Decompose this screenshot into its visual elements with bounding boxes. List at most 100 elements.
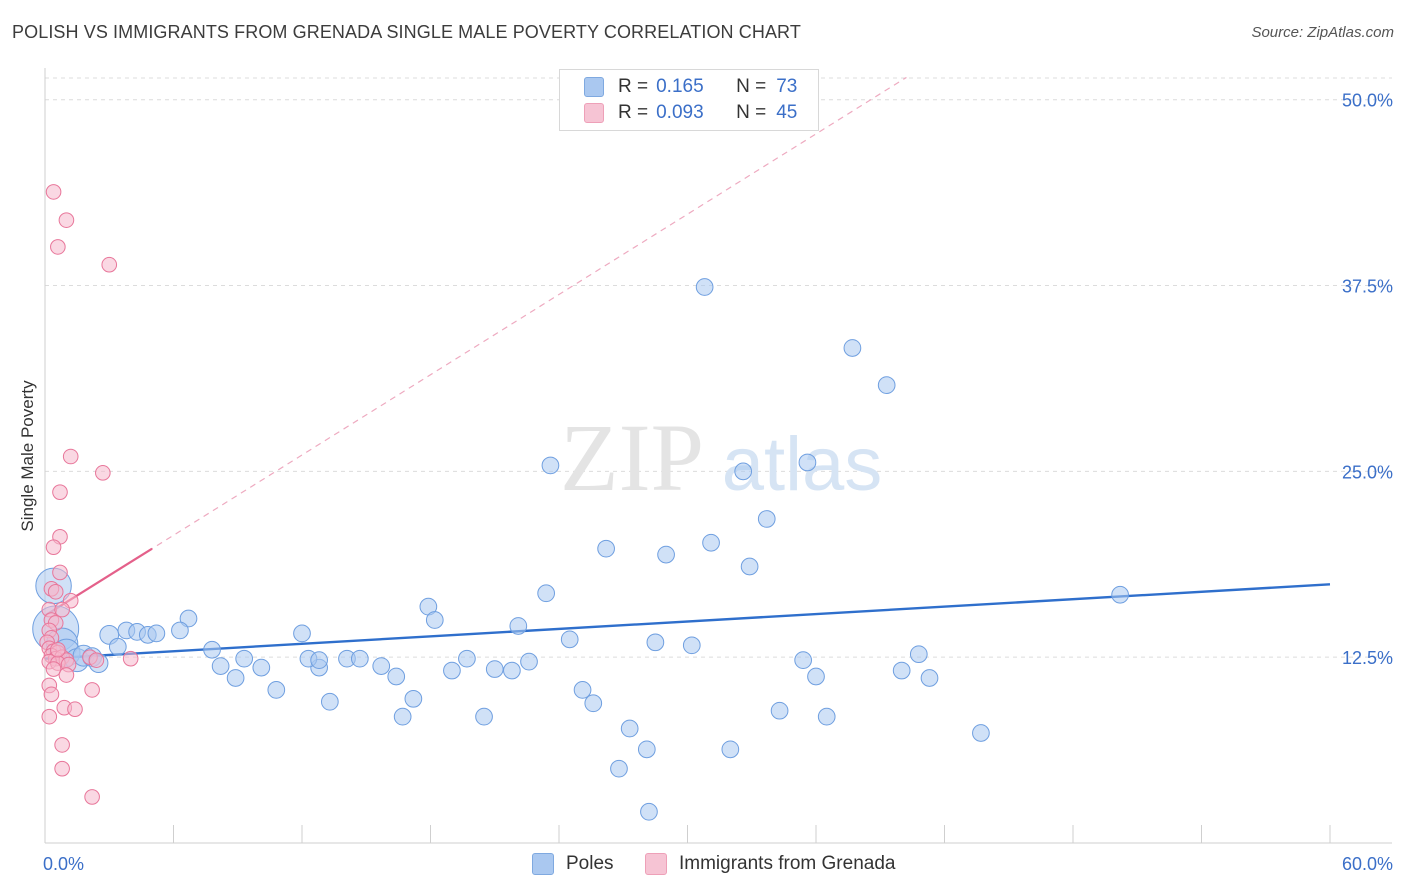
poles-point	[740, 557, 759, 576]
poles-point	[560, 630, 579, 649]
n-label: N =	[736, 102, 767, 123]
r-label: R =	[618, 76, 649, 97]
poles-point	[235, 649, 254, 668]
correlation-legend: R = 0.165 N = 73 R = 0.093 N = 45	[559, 69, 819, 131]
trend-lines	[44, 76, 1331, 660]
poles-point	[211, 657, 230, 675]
poles-point	[877, 376, 896, 394]
poles-point	[610, 759, 628, 778]
poles-point	[179, 609, 198, 628]
poles-point	[350, 649, 369, 668]
x-tick-label-max: 60.0%	[1342, 854, 1393, 874]
poles-point	[640, 802, 658, 821]
poles-point	[293, 624, 311, 643]
poles-point	[757, 510, 776, 528]
series-legend: Poles Immigrants from Grenada	[0, 850, 1406, 878]
poles-point	[798, 453, 817, 472]
grid-lines	[45, 77, 1392, 658]
poles-point	[637, 740, 656, 759]
grenada-point	[84, 789, 100, 805]
n-value: 45	[776, 102, 798, 123]
grenada-point	[58, 667, 75, 683]
r-value: 0.093	[656, 102, 704, 123]
poles-point	[147, 624, 166, 643]
poles-point	[920, 669, 939, 687]
grenada-point	[95, 465, 111, 481]
y-tick-label: 12.5%	[1342, 648, 1393, 668]
poles-point	[509, 617, 528, 635]
r-value: 0.165	[656, 76, 704, 97]
poles-point	[620, 719, 639, 738]
poles-point	[541, 456, 560, 475]
poles-point	[404, 689, 423, 708]
watermark-zip: ZIP	[560, 404, 704, 511]
grenada-point	[54, 601, 70, 618]
poles-point	[573, 681, 592, 699]
grenada-point	[52, 564, 68, 581]
poles-point	[267, 681, 286, 699]
y-tick-label: 50.0%	[1342, 91, 1393, 111]
grenada-point	[67, 701, 83, 718]
poles-point	[843, 339, 862, 357]
poles-point	[320, 692, 339, 711]
y-tick-label: 25.0%	[1342, 462, 1393, 482]
grenada-point	[50, 239, 66, 255]
poles-point	[226, 669, 245, 687]
n-value: 73	[776, 76, 798, 97]
poles-point	[657, 545, 675, 564]
grenada-trend-extended	[44, 76, 907, 617]
poles-point	[520, 652, 538, 671]
grenada-point	[41, 708, 58, 725]
poles-point	[458, 649, 476, 668]
poles-point	[485, 660, 504, 678]
poles-point	[807, 667, 825, 686]
source-label: Source: ZipAtlas.com	[1251, 24, 1394, 41]
poles-point	[443, 661, 461, 680]
grenada-swatch	[645, 853, 667, 875]
poles-point	[1111, 585, 1129, 604]
data-points	[32, 184, 1129, 821]
poles-point	[770, 701, 789, 720]
r-label: R =	[618, 102, 649, 123]
poles-point	[537, 584, 556, 603]
grenada-point	[122, 650, 139, 667]
poles-point	[702, 533, 720, 552]
grenada-point	[52, 484, 68, 500]
poles-point	[682, 636, 701, 655]
grenada-point	[84, 682, 100, 698]
poles-point	[252, 658, 271, 677]
poles-point	[909, 645, 928, 664]
poles-point	[794, 651, 813, 670]
poles-point	[171, 621, 189, 640]
grenada-swatch	[584, 103, 604, 123]
poles-point	[372, 657, 391, 675]
poles-point	[817, 707, 836, 726]
legend-label: Poles	[566, 853, 614, 874]
poles-point	[475, 707, 493, 726]
axes	[44, 68, 1392, 844]
poles-point	[646, 633, 665, 652]
grenada-point	[45, 184, 62, 200]
legend-item-poles[interactable]: Poles	[532, 850, 614, 878]
poles-swatch	[532, 853, 554, 875]
legend-item-grenada[interactable]: Immigrants from Grenada	[645, 850, 895, 878]
poles-point	[972, 724, 990, 742]
grenada-point	[50, 641, 66, 658]
grenada-point	[43, 686, 60, 703]
tick-labels: 12.5% 25.0% 37.5% 50.0% 0.0% 60.0%	[43, 91, 1393, 874]
poles-point	[695, 278, 714, 296]
grenada-point	[88, 652, 105, 668]
poles-swatch	[584, 77, 604, 97]
legend-row-grenada: R = 0.093 N = 45	[584, 101, 797, 125]
x-tick-label-min: 0.0%	[43, 854, 84, 874]
legend-label: Immigrants from Grenada	[679, 853, 896, 874]
poles-point	[584, 694, 603, 713]
grenada-point	[58, 212, 75, 228]
grenada-point	[47, 583, 64, 600]
n-label: N =	[736, 76, 767, 97]
poles-point	[393, 707, 412, 726]
poles-point	[503, 661, 521, 680]
grenada-point	[62, 448, 79, 465]
legend-row-poles: R = 0.165 N = 73	[584, 75, 797, 99]
chart-title: POLISH VS IMMIGRANTS FROM GRENADA SINGLE…	[12, 22, 801, 42]
